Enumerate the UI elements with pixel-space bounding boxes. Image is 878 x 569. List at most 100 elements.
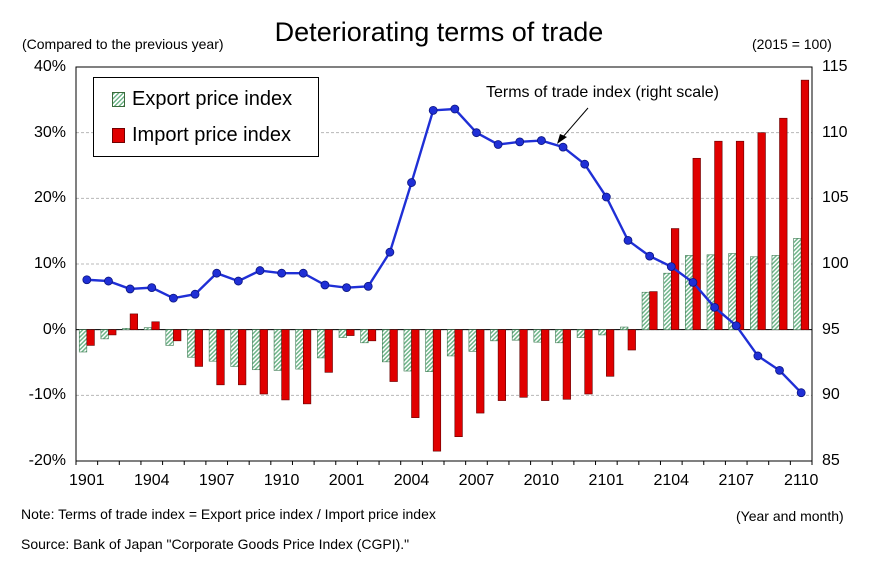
terms-of-trade-point <box>796 388 806 398</box>
import-bar <box>324 329 333 373</box>
import-bar <box>541 329 550 401</box>
terms-of-trade-point <box>190 289 200 299</box>
import-bar <box>108 329 117 336</box>
terms-of-trade-point <box>428 105 438 115</box>
terms-of-trade-point <box>385 247 395 257</box>
right-axis-tick-label: 115 <box>822 58 848 75</box>
import-bar <box>389 329 398 382</box>
terms-of-trade-point <box>710 302 719 312</box>
import-bar <box>411 329 420 418</box>
right-axis-tick-label: 90 <box>822 386 840 404</box>
import-bar <box>151 321 160 330</box>
import-bar <box>454 329 463 438</box>
import-bar <box>519 329 528 398</box>
terms-of-trade-point <box>645 251 655 261</box>
export-bar <box>598 329 607 336</box>
export-bar <box>78 329 88 353</box>
legend-swatch-export <box>112 92 125 107</box>
left-axis-tick-label: 40% <box>33 58 66 75</box>
terms-of-trade-point <box>169 293 178 303</box>
terms-of-trade-point <box>775 365 784 375</box>
import-bar <box>129 313 138 330</box>
x-axis-tick-label: 1907 <box>198 472 235 489</box>
x-axis-tick-label: 1904 <box>133 472 170 489</box>
export-bar <box>187 329 196 358</box>
export-bar <box>490 329 499 342</box>
left-axis-tick-label: 10% <box>33 255 66 272</box>
import-bar <box>800 79 810 330</box>
right-axis-label: (2015 = 100) <box>752 36 832 52</box>
import-bar <box>216 329 225 386</box>
export-bar <box>793 238 802 330</box>
export-bar <box>317 329 326 359</box>
import-bar <box>476 329 485 414</box>
x-axis-tick-label: 1910 <box>263 472 300 489</box>
terms-of-trade-point <box>558 142 568 152</box>
import-bar <box>194 329 203 367</box>
import-bar <box>281 329 290 401</box>
terms-of-trade-point <box>147 283 157 293</box>
import-bar <box>757 132 766 330</box>
terms-of-trade-point <box>212 268 222 278</box>
import-bar <box>649 291 658 330</box>
terms-of-trade-point <box>233 276 243 286</box>
x-axis-tick-label: 2104 <box>653 472 690 489</box>
import-bar <box>346 329 355 336</box>
x-axis-tick-label: 2107 <box>718 472 755 489</box>
terms-of-trade-point <box>363 281 373 291</box>
x-axis-tick-label: 1901 <box>69 472 105 489</box>
terms-of-trade-point <box>537 136 546 145</box>
terms-of-trade-point <box>515 137 525 147</box>
terms-of-trade-point <box>82 275 92 285</box>
terms-of-trade-point <box>104 276 113 286</box>
right-axis-tick-label: 110 <box>822 123 848 141</box>
export-bar <box>403 329 412 372</box>
export-bar <box>771 255 780 330</box>
chart-note: Note: Terms of trade index = Export pric… <box>21 506 436 522</box>
export-bar <box>511 329 521 341</box>
export-bar <box>165 329 174 346</box>
x-axis-tick-label: 2101 <box>588 472 625 489</box>
terms-of-trade-point <box>255 266 265 275</box>
export-bar <box>620 326 629 330</box>
terms-of-trade-point <box>298 268 308 278</box>
terms-of-trade-line <box>86 107 803 394</box>
export-bar <box>641 291 650 330</box>
export-bar <box>685 255 694 330</box>
import-bar <box>779 117 788 330</box>
export-bar <box>446 329 456 357</box>
export-bar <box>208 329 218 362</box>
x-axis-label: (Year and month) <box>736 508 844 524</box>
x-axis-tick-label: 2010 <box>523 472 560 489</box>
left-axis-tick-label: 20% <box>33 189 66 207</box>
import-bar <box>584 329 593 395</box>
terms-of-trade-point <box>407 178 416 187</box>
annotation-arrowhead <box>557 134 567 144</box>
x-axis-tick-label: 2110 <box>783 472 819 489</box>
import-bar <box>302 329 312 405</box>
export-bar <box>728 253 737 330</box>
terms-of-trade-point <box>277 268 287 278</box>
export-bar <box>338 329 347 338</box>
right-axis-tick-label: 100 <box>822 255 849 272</box>
chart-source: Source: Bank of Japan "Corporate Goods P… <box>21 536 410 552</box>
export-bar <box>100 329 109 340</box>
import-bar <box>627 329 636 351</box>
export-bar <box>555 329 564 344</box>
export-bar <box>230 329 239 367</box>
import-bar <box>259 329 268 395</box>
export-bar <box>706 254 715 330</box>
terms-of-trade-point <box>666 262 676 272</box>
right-axis-tick-label: 105 <box>822 189 849 207</box>
x-axis-tick-label: 2007 <box>458 472 495 489</box>
export-bar <box>576 329 586 338</box>
terms-of-trade-point <box>623 235 633 245</box>
chart-title: Deteriorating terms of trade <box>274 17 604 47</box>
import-bar <box>735 140 745 330</box>
right-axis-tick-label: 85 <box>822 452 840 469</box>
import-bar <box>86 329 95 346</box>
import-bar <box>606 329 615 377</box>
import-bar <box>173 329 182 342</box>
terms-of-trade-point <box>472 128 481 138</box>
